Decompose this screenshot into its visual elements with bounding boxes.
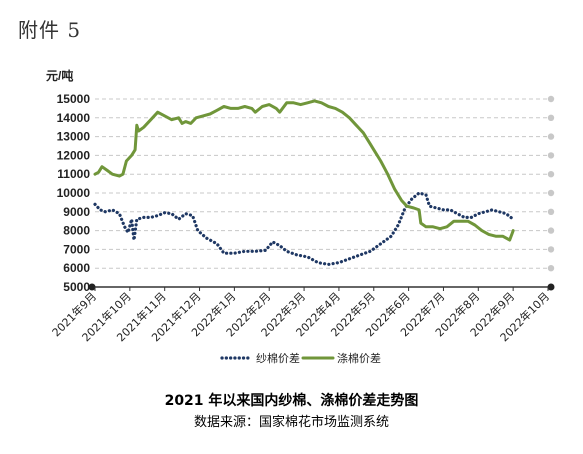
grid-layer xyxy=(95,95,555,272)
attachment-label: 附件 5 xyxy=(18,18,82,42)
axis-end-marker xyxy=(547,283,555,291)
y-tick-label: 12000 xyxy=(57,148,91,162)
y-axis: 5000 6000 7000 8000 9000 10000 11000 12000 13000… xyxy=(57,92,91,294)
gridline-end-marker xyxy=(547,227,555,234)
gridline-end-marker xyxy=(547,208,555,215)
gridline-end-marker xyxy=(547,152,555,159)
chart-source: 数据来源：国家棉花市场监测系统 xyxy=(193,415,389,430)
y-tick-label: 13000 xyxy=(57,130,91,144)
gridline-end-marker xyxy=(547,189,555,197)
legend: 纱棉价差 涤棉价差 xyxy=(220,351,381,365)
gridline-end-marker xyxy=(547,265,555,272)
series-line-1 xyxy=(93,99,515,242)
series-layer xyxy=(93,99,515,266)
axis-origin-marker xyxy=(88,283,96,291)
gridline-end-marker xyxy=(547,133,555,140)
y-tick-label: 10000 xyxy=(57,186,91,200)
gridline-end-marker xyxy=(547,114,555,122)
legend-label-0: 纱棉价差 xyxy=(256,351,300,365)
y-axis-label: 元/吨 xyxy=(46,68,73,83)
y-tick-label: 9000 xyxy=(63,205,90,219)
y-tick-label: 7000 xyxy=(63,242,90,256)
y-tick-label: 15000 xyxy=(57,92,91,106)
series-line-0 xyxy=(93,191,515,266)
chart-title: 2021 年以来国内纱棉、涤棉价差走势图 xyxy=(164,393,419,409)
legend-label-1: 涤棉价差 xyxy=(337,351,381,365)
y-tick-label: 14000 xyxy=(57,111,91,125)
y-tick-label: 5000 xyxy=(63,280,90,294)
y-tick-label: 8000 xyxy=(63,224,90,238)
y-tick-label: 6000 xyxy=(63,261,90,275)
x-axis: 2021年9月2021年10月2021年11月2021年12月2022年1月20… xyxy=(49,283,555,344)
chart: 5000 6000 7000 8000 9000 10000 11000 12000 13000… xyxy=(46,68,555,365)
gridline-end-marker xyxy=(547,171,555,178)
gridline-end-marker xyxy=(547,95,555,103)
gridline-end-marker xyxy=(547,246,555,253)
y-tick-label: 11000 xyxy=(57,167,90,181)
